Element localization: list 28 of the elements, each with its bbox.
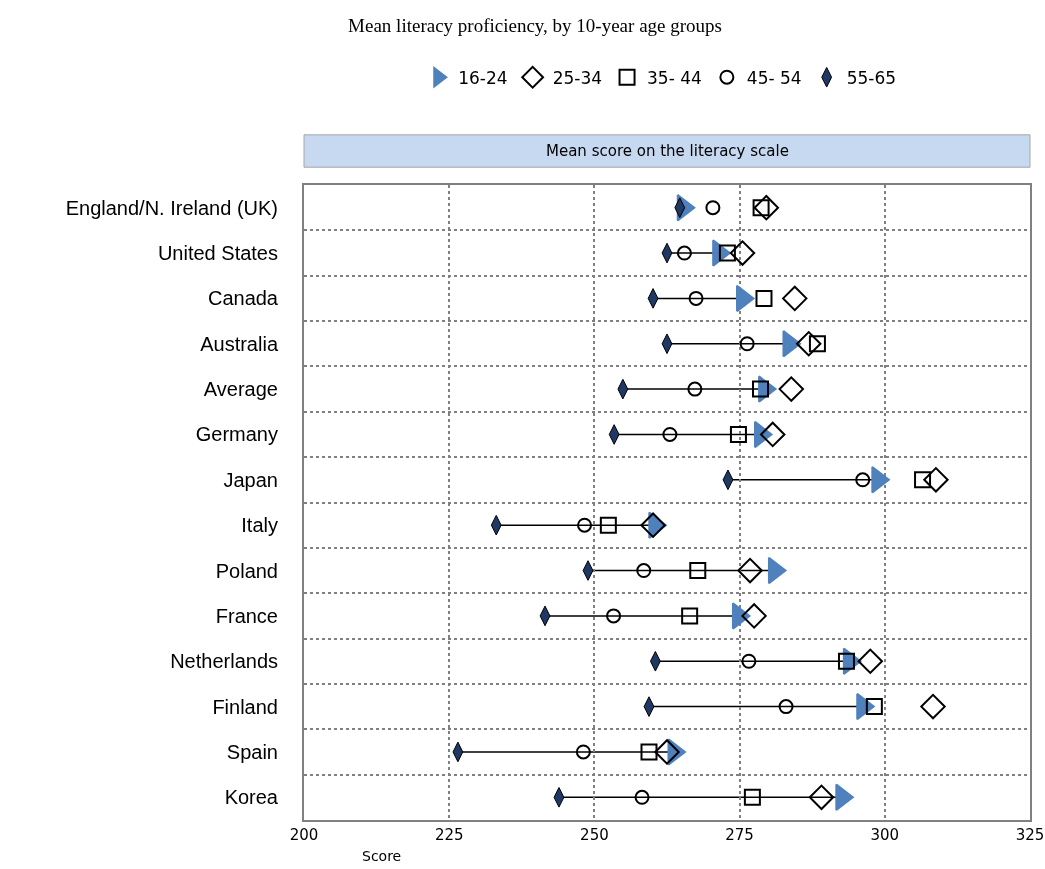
- y-tick-label: Germany: [195, 423, 278, 446]
- legend-label: 25-34: [552, 67, 603, 88]
- y-tick-label: Finland: [212, 695, 278, 718]
- y-tick-label: Spain: [226, 740, 278, 763]
- y-tick-label: England/N. Ireland (UK): [65, 196, 278, 219]
- y-tick-label: Average: [203, 378, 278, 401]
- y-tick-label: Netherlands: [170, 650, 278, 673]
- x-tick-label: 225: [434, 826, 464, 844]
- x-tick-label: 275: [725, 826, 754, 844]
- y-tick-label: Canada: [207, 287, 279, 310]
- y-tick-label: Japan: [223, 468, 278, 491]
- y-tick-label: Italy: [241, 514, 278, 537]
- x-tick-label: 325: [1015, 826, 1045, 844]
- chart-subtitle: Mean score on the literacy scale: [546, 142, 789, 160]
- legend-label: 35- 44: [647, 67, 702, 88]
- chart-title: Mean literacy proficiency, by 10-year age groups: [348, 14, 722, 36]
- y-tick-label: Australia: [200, 332, 279, 355]
- x-tick-label: 300: [870, 826, 900, 844]
- legend-label: 55-65: [846, 67, 897, 88]
- x-tick-label: 250: [580, 826, 609, 844]
- x-axis-title: Score: [362, 848, 402, 864]
- y-tick-label: Korea: [224, 786, 279, 809]
- y-tick-label: Poland: [215, 559, 278, 582]
- y-tick-label: United States: [157, 242, 278, 265]
- x-tick-label: 200: [289, 826, 319, 844]
- y-tick-label: France: [215, 604, 278, 627]
- legend-label: 45- 54: [746, 67, 802, 88]
- legend-label: 16-24: [458, 67, 508, 88]
